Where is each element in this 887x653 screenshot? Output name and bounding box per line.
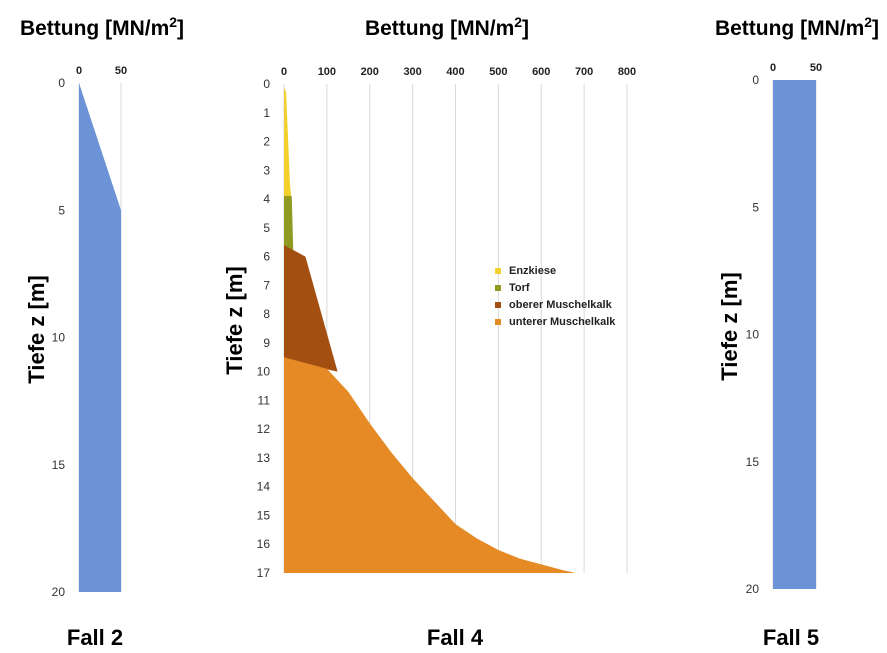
x-tick-label: 400 xyxy=(446,66,464,78)
y-tick-label: 20 xyxy=(746,582,760,596)
series-area-bettung xyxy=(79,83,121,592)
chart-panel-3: 0 50 0 5 10 15 20 Bettung [MN/m2] Tiefe z [m] Fal… xyxy=(715,14,879,650)
x-tick-label: 300 xyxy=(403,66,421,78)
y-tick-label: 1 xyxy=(263,106,270,120)
y-tick-label: 5 xyxy=(58,203,65,217)
x-tick-label: 700 xyxy=(575,66,593,78)
x-tick-label: 600 xyxy=(532,66,550,78)
y-tick-label: 0 xyxy=(263,77,270,91)
y-tick-label: 8 xyxy=(263,307,270,321)
chart-title-1: Bettung [MN/m2] xyxy=(20,14,184,40)
x-tick-label: 0 xyxy=(770,62,776,74)
y-tick-label: 15 xyxy=(746,455,760,469)
legend-label: Enzkiese xyxy=(509,265,556,277)
y-tick-label: 5 xyxy=(263,221,270,235)
series-area-oberer-muschelkalk xyxy=(284,245,338,372)
y-tick-label: 17 xyxy=(257,566,271,580)
chart-panel-1: 0 50 0 5 10 15 20 Bettung [MN/m2] Tiefe z [m] Fal… xyxy=(20,14,184,650)
x-tick-label: 100 xyxy=(318,66,336,78)
y-tick-label: 15 xyxy=(257,508,271,522)
series-area-enzkiese xyxy=(284,86,292,202)
y-tick-label: 10 xyxy=(52,331,66,345)
y-tick-label: 7 xyxy=(263,278,270,292)
panel-caption-1: Fall 2 xyxy=(67,625,123,650)
x-tick-label: 200 xyxy=(361,66,379,78)
x-tick-label: 0 xyxy=(281,66,287,78)
legend-label: oberer Muschelkalk xyxy=(509,299,613,311)
legend-label: Torf xyxy=(509,282,530,294)
x-tick-label: 50 xyxy=(810,62,822,74)
series-area-torf xyxy=(284,196,294,257)
legend-swatch xyxy=(495,268,501,274)
series-area-bettung xyxy=(773,80,816,589)
chart-panel-2: 0 100 200 300 400 500 600 700 800012345678910111… xyxy=(222,14,636,650)
y-tick-label: 20 xyxy=(52,585,66,599)
legend-swatch xyxy=(495,302,501,308)
panel-caption-2: Fall 4 xyxy=(427,625,484,650)
y-tick-label: 2 xyxy=(263,135,270,149)
x-tick-label: 50 xyxy=(115,65,127,77)
x-tick-label: 0 xyxy=(76,65,82,77)
y-tick-label: 9 xyxy=(263,336,270,350)
y-tick-label: 14 xyxy=(257,480,271,494)
y-tick-label: 10 xyxy=(746,328,760,342)
x-tick-label: 500 xyxy=(489,66,507,78)
chart-title-2: Bettung [MN/m2] xyxy=(365,14,529,40)
y-tick-label: 3 xyxy=(263,163,270,177)
series-area-unterer-muschelkalk xyxy=(284,357,576,573)
y-tick-label: 11 xyxy=(258,393,271,407)
y-tick-label: 5 xyxy=(752,200,759,214)
y-axis-label-2: Tiefe z [m] xyxy=(222,266,247,374)
legend-label: unterer Muschelkalk xyxy=(509,316,616,328)
y-tick-label: 0 xyxy=(752,73,759,87)
y-tick-label: 0 xyxy=(58,76,65,90)
y-tick-label: 15 xyxy=(52,458,66,472)
x-tick-label: 800 xyxy=(618,66,636,78)
y-tick-label: 4 xyxy=(263,192,270,206)
y-tick-label: 16 xyxy=(257,537,271,551)
legend-swatch xyxy=(495,319,501,325)
y-tick-label: 13 xyxy=(257,451,271,465)
y-tick-label: 12 xyxy=(257,422,271,436)
chart-title-3: Bettung [MN/m2] xyxy=(715,14,879,40)
legend-swatch xyxy=(495,285,501,291)
y-axis-label-1: Tiefe z [m] xyxy=(24,275,49,383)
y-axis-label-3: Tiefe z [m] xyxy=(717,272,742,380)
y-tick-label: 6 xyxy=(263,250,270,264)
panel-caption-3: Fall 5 xyxy=(763,625,819,650)
y-tick-label: 10 xyxy=(257,365,271,379)
legend: Enzkiese Torf oberer Muschelkalk unterer Mu… xyxy=(495,265,616,328)
